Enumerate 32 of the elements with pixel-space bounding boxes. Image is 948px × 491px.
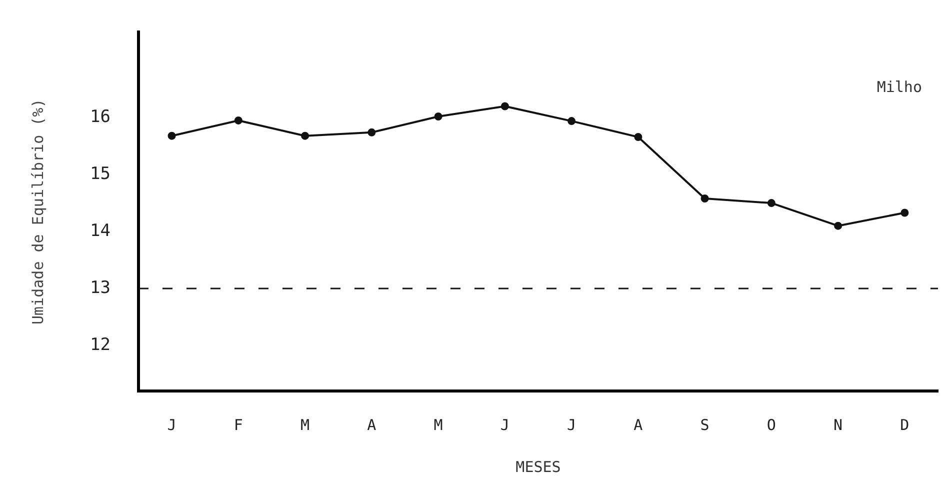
x-tick-label: M <box>300 416 310 434</box>
x-tick-label: M <box>434 416 443 434</box>
x-tick-label: J <box>167 416 176 434</box>
x-tick-label: F <box>234 416 243 434</box>
point <box>900 208 909 217</box>
point <box>700 194 709 202</box>
x-tick-label: J <box>567 416 576 434</box>
x-tick-label: O <box>766 416 776 434</box>
y-tick-label: 16 <box>90 107 110 128</box>
point <box>368 128 376 136</box>
point <box>500 102 509 110</box>
x-tick-label: S <box>700 416 710 434</box>
y-tick-label: 15 <box>90 164 110 184</box>
y-tick-label: 13 <box>90 278 110 298</box>
point <box>568 117 576 126</box>
x-tick-label: A <box>634 416 643 434</box>
point <box>168 132 176 140</box>
x-tick-label: J <box>500 416 510 434</box>
annotation: Milho <box>876 78 922 96</box>
x-axis-title: MESES <box>516 458 561 476</box>
y-tick-label: 14 <box>90 220 110 241</box>
x-tick-label: A <box>367 416 376 434</box>
y-tick-label: 12 <box>90 334 110 355</box>
point <box>434 112 442 120</box>
point <box>767 199 776 208</box>
point <box>634 132 642 141</box>
x-tick-label: D <box>900 416 910 434</box>
y-axis-title: Umidade de Equilíbrio (%) <box>28 98 47 324</box>
x-tick-label: N <box>834 416 843 434</box>
point <box>301 132 310 140</box>
point <box>234 116 242 124</box>
point <box>834 222 842 230</box>
